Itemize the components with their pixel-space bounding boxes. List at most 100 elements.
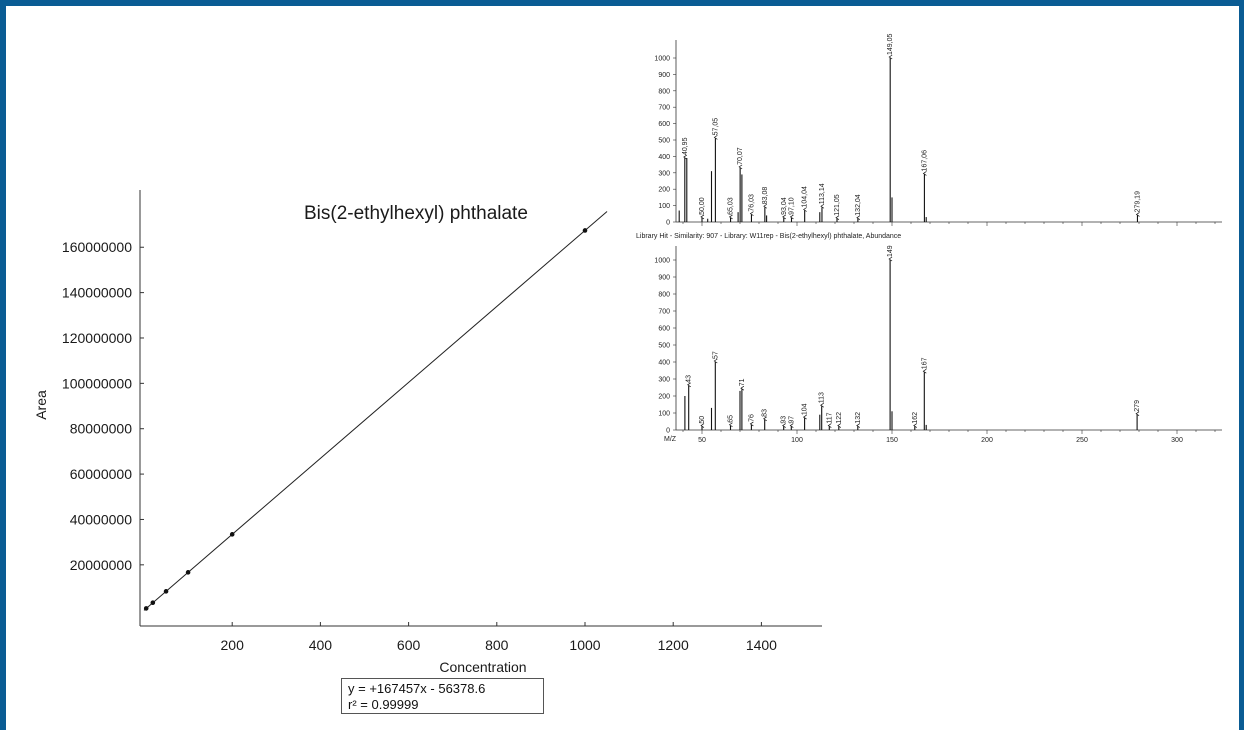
peak-marker xyxy=(820,203,825,209)
peak-label: 149,05 xyxy=(887,33,894,55)
spectrum-y-tick-label: 1000 xyxy=(654,56,670,63)
spectrum-x-tick-label: 50 xyxy=(698,437,706,444)
peak-label: 70,07 xyxy=(737,147,744,165)
peak-marker xyxy=(802,414,807,420)
peak-marker xyxy=(888,256,893,262)
y-tick-label: 100000000 xyxy=(62,375,132,391)
spectrum-x-tick-label: 300 xyxy=(1171,437,1183,444)
spectrum-y-tick-label: 300 xyxy=(658,170,670,177)
spectrum-x-tick-label: 150 xyxy=(886,437,898,444)
peak-marker xyxy=(782,423,786,428)
peak-marker xyxy=(713,358,718,364)
peak-label: 104 xyxy=(802,403,809,415)
peak-marker xyxy=(763,203,768,209)
peak-marker xyxy=(803,207,807,212)
spectrum-y-tick-label: 900 xyxy=(658,72,670,79)
spectrum-y-tick-label: 800 xyxy=(658,292,670,299)
y-tick-label: 120000000 xyxy=(62,330,132,346)
calibration-point xyxy=(150,600,156,606)
peak-marker xyxy=(782,214,786,220)
peak-marker xyxy=(763,416,767,422)
peak-label: 76 xyxy=(748,414,755,422)
peak-marker xyxy=(922,171,927,176)
peak-label: 167 xyxy=(921,357,928,369)
peak-marker xyxy=(700,423,705,428)
peak-marker xyxy=(740,385,745,391)
spectrum-y-tick-label: 600 xyxy=(658,121,670,128)
peak-label: 40,95 xyxy=(682,137,689,155)
spectrum-y-tick-label: 0 xyxy=(666,220,670,227)
fit-line xyxy=(143,211,608,611)
spectrum-y-tick-label: 700 xyxy=(658,309,670,316)
peak-label: 93,04 xyxy=(781,197,788,215)
calibration-chart: 200 400 600 800 1000 1200 14002000000040000000… xyxy=(33,190,822,675)
chart-title: Bis(2-ethylhexyl) phthalate xyxy=(304,203,528,224)
peak-label: 97 xyxy=(788,416,795,424)
spectrum-x-tick-label: 250 xyxy=(1076,437,1088,444)
x-tick-label: 200 xyxy=(221,637,245,653)
peak-marker xyxy=(749,211,754,216)
library-hit-caption: Library Hit - Similarity: 907 - Library:… xyxy=(636,233,901,240)
spectrum-y-tick-label: 800 xyxy=(658,88,670,95)
x-tick-label: 1400 xyxy=(746,637,777,653)
peak-marker xyxy=(789,423,794,428)
peak-label: 71 xyxy=(739,378,746,386)
peak-label: 167,06 xyxy=(921,150,928,172)
peak-label: 97,10 xyxy=(788,197,795,215)
peak-label: 57 xyxy=(712,351,719,359)
peak-marker xyxy=(888,54,893,60)
peak-label: 121,05 xyxy=(834,194,841,216)
peak-marker xyxy=(713,135,718,140)
x-tick-label: 800 xyxy=(485,637,509,653)
x-tick-label: 600 xyxy=(397,637,421,653)
peak-label: 43 xyxy=(686,375,693,383)
peak-label: 50 xyxy=(699,416,706,424)
peak-label: 83 xyxy=(762,409,769,417)
peak-marker xyxy=(683,154,687,160)
peak-marker xyxy=(827,423,832,428)
peak-marker xyxy=(856,215,861,221)
x-tick-label: 400 xyxy=(309,637,333,653)
x-tick-label: 1200 xyxy=(658,637,689,653)
peak-label: 50,00 xyxy=(699,197,706,215)
spectrum-y-tick-label: 500 xyxy=(658,138,670,145)
peak-marker xyxy=(922,368,927,374)
y-tick-label: 160000000 xyxy=(62,239,132,255)
r-squared: r² = 0.99999 xyxy=(348,697,419,712)
peak-label: 162 xyxy=(912,412,919,424)
peak-label: 104,04 xyxy=(802,186,809,208)
peak-label: 279,19 xyxy=(1134,191,1141,213)
peak-label: 113 xyxy=(819,392,826,403)
peak-label: 57,05 xyxy=(712,118,719,136)
peak-marker xyxy=(687,382,691,388)
peak-label: 65,03 xyxy=(728,197,735,215)
peak-marker xyxy=(749,421,754,427)
library-spectrum: 0 100 200 300 400 500 600 700 800 900 1000 50 100 150… xyxy=(636,233,1222,444)
spectrum-x-tick-label: 200 xyxy=(981,437,993,444)
spectrum-y-tick-label: 200 xyxy=(658,394,670,401)
spectrum-y-tick-label: 0 xyxy=(666,428,670,435)
spectrum-x-tick-label: 100 xyxy=(791,437,803,444)
y-axis-label: Area xyxy=(33,390,49,420)
peak-label: 93 xyxy=(781,416,788,424)
peak-label: 83,08 xyxy=(762,187,769,205)
peak-label: 76,03 xyxy=(748,194,755,212)
x-tick-label: 1000 xyxy=(569,637,600,653)
peak-label: 122 xyxy=(836,412,843,424)
y-tick-label: 40000000 xyxy=(70,511,133,527)
spectrum-y-tick-label: 300 xyxy=(658,377,670,384)
peak-label: 132 xyxy=(855,412,862,424)
regression-equation-box: y = +167457x - 56378.6 r² = 0.99999 xyxy=(341,678,544,714)
y-tick-label: 140000000 xyxy=(62,285,132,301)
spectrum-y-tick-label: 400 xyxy=(658,154,670,161)
x-axis-label: Concentration xyxy=(439,659,526,675)
peak-marker xyxy=(728,214,733,220)
calibration-point xyxy=(582,228,588,233)
peak-marker xyxy=(820,402,824,408)
spectrum-y-tick-label: 400 xyxy=(658,360,670,367)
calibration-point xyxy=(163,589,169,594)
measured-spectrum: 0 100 200 300 400 500 600 700 800 900 1000 40,95 50,… xyxy=(654,33,1222,227)
peak-marker xyxy=(789,214,794,220)
